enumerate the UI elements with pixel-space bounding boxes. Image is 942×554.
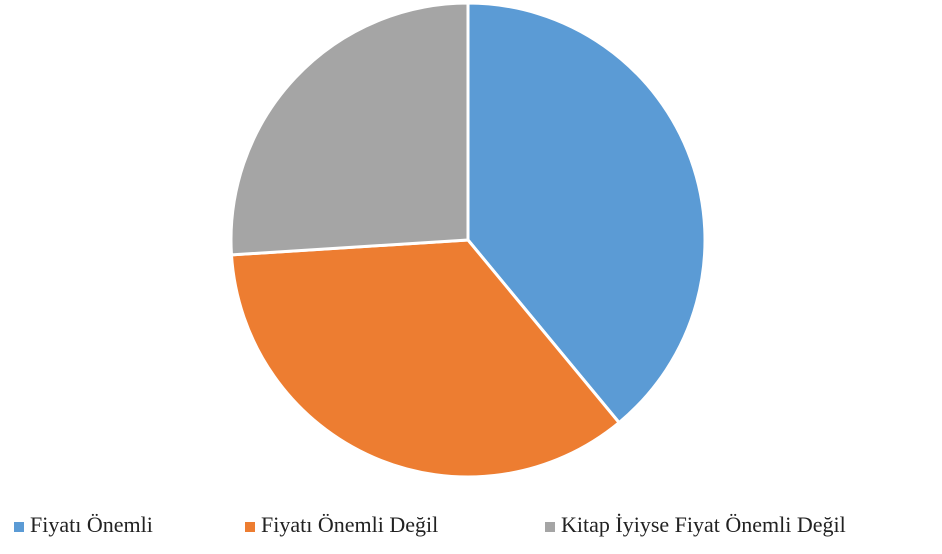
pie-slice (229, 238, 621, 479)
legend-label: Fiyatı Önemli Değil (261, 512, 438, 537)
legend-label: Fiyatı Önemli (30, 512, 153, 537)
legend-label: Kitap İyiyse Fiyat Önemli Değil (561, 512, 846, 537)
legend-swatch (545, 522, 555, 532)
pie (229, 1, 707, 479)
legend-swatch (14, 522, 24, 532)
pie-slice (466, 1, 707, 425)
legend: Fiyatı Önemli Fiyatı Önemli Değil Kitap İy… (14, 512, 846, 537)
pie-slice (229, 1, 470, 257)
legend-swatch (245, 522, 255, 532)
